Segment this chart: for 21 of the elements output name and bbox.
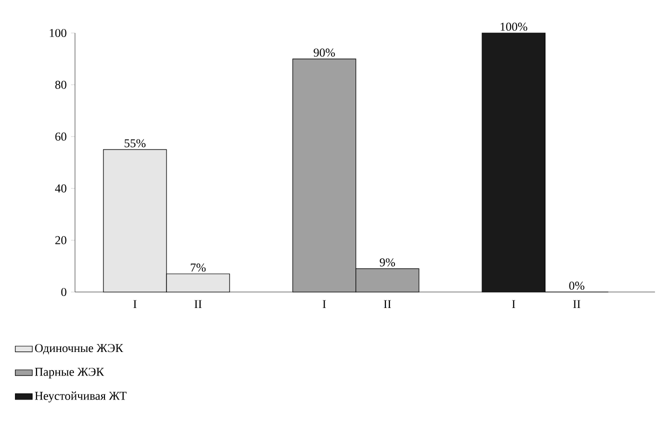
y-tick-label: 0	[61, 288, 66, 296]
data-label: 7%	[190, 264, 206, 272]
legend-label: Неустойчивая ЖТ	[34, 392, 127, 402]
data-label: 9%	[380, 258, 396, 266]
x-tick-label: I	[512, 300, 516, 308]
y-tick-label: 20	[55, 236, 66, 244]
data-label: 55%	[124, 139, 146, 148]
y-tick-label: 60	[55, 132, 66, 141]
y-tick-label: 80	[55, 80, 66, 89]
y-tick-label: 40	[55, 184, 66, 192]
x-tick-label: II	[194, 300, 202, 308]
data-label: 90%	[314, 48, 335, 57]
x-tick-label: I	[133, 300, 137, 308]
y-tick-label: 100	[50, 28, 66, 38]
x-tick-label: II	[384, 300, 391, 308]
x-tick-label: II	[573, 300, 580, 308]
legend-label: Парные ЖЭК	[34, 368, 104, 378]
data-label: 100%	[500, 22, 528, 31]
legend-label: Одиночные ЖЭК	[35, 344, 124, 354]
x-tick-label: I	[322, 300, 326, 308]
data-label: 0%	[569, 282, 584, 290]
